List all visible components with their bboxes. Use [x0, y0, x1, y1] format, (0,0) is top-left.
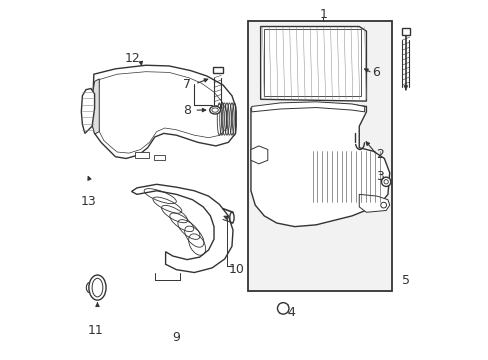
- Polygon shape: [81, 89, 94, 134]
- Text: 11: 11: [88, 324, 103, 337]
- Text: 1: 1: [319, 8, 326, 21]
- Text: 5: 5: [401, 274, 409, 287]
- Text: 10: 10: [228, 263, 244, 276]
- Circle shape: [380, 202, 386, 208]
- Ellipse shape: [89, 275, 106, 300]
- Circle shape: [277, 303, 288, 314]
- Text: 13: 13: [81, 195, 96, 208]
- Polygon shape: [131, 184, 233, 273]
- Circle shape: [381, 177, 390, 186]
- Text: 4: 4: [287, 306, 295, 319]
- Text: 12: 12: [124, 51, 140, 64]
- Polygon shape: [92, 79, 99, 134]
- Text: 2: 2: [376, 148, 384, 161]
- Polygon shape: [92, 65, 235, 158]
- Bar: [212, 67, 222, 73]
- Text: 3: 3: [376, 170, 384, 183]
- Ellipse shape: [92, 278, 102, 297]
- Polygon shape: [250, 146, 267, 164]
- Polygon shape: [251, 102, 364, 112]
- Bar: [154, 155, 164, 160]
- Ellipse shape: [229, 212, 234, 223]
- Polygon shape: [359, 194, 389, 212]
- Polygon shape: [260, 27, 366, 101]
- Text: 7: 7: [183, 78, 191, 91]
- Bar: [135, 152, 149, 158]
- Text: 8: 8: [183, 104, 191, 117]
- Circle shape: [383, 180, 387, 184]
- Text: 6: 6: [371, 66, 379, 79]
- Ellipse shape: [209, 106, 220, 114]
- Bar: [401, 28, 409, 36]
- Bar: [247, 22, 391, 291]
- Text: 9: 9: [172, 331, 180, 344]
- Ellipse shape: [211, 108, 218, 112]
- Polygon shape: [250, 103, 389, 226]
